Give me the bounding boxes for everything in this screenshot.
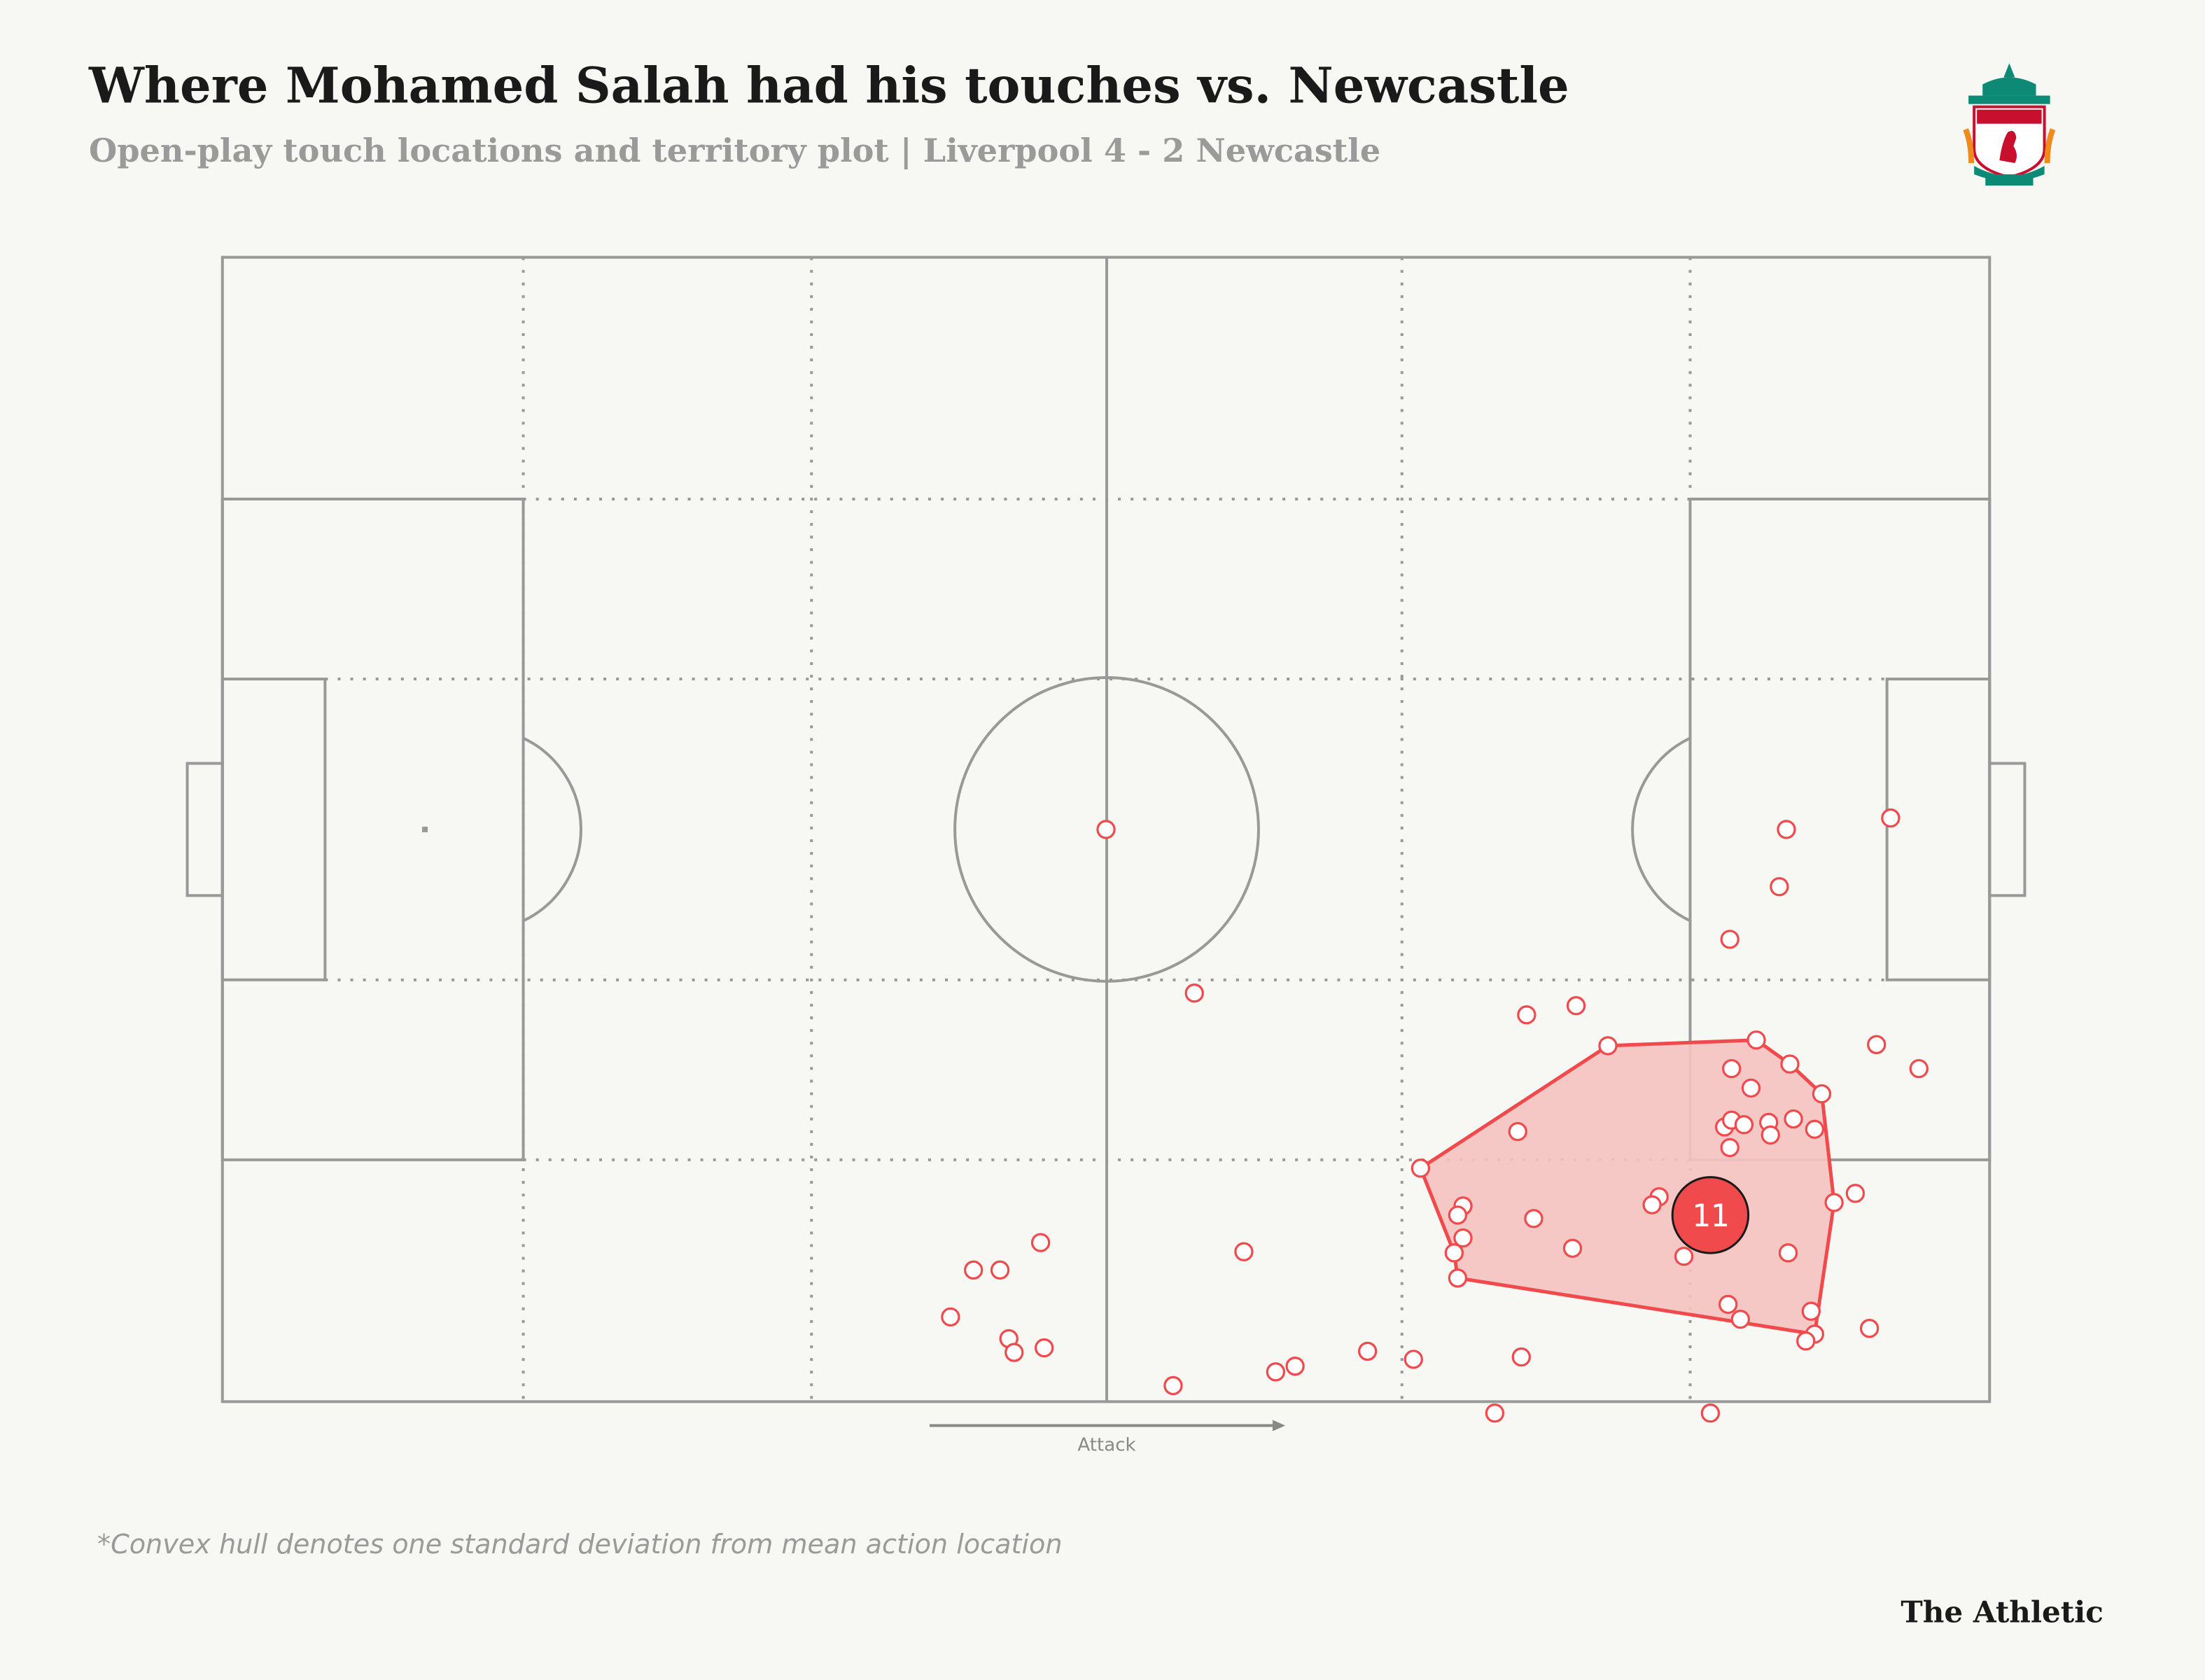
- left-six-yard-box: [220, 678, 327, 981]
- touch-point: [1266, 1362, 1286, 1382]
- average-position-marker: [1671, 1176, 1750, 1254]
- touch-point: [1453, 1228, 1473, 1248]
- touch-point: [1184, 983, 1204, 1003]
- touch-point: [1030, 1233, 1051, 1252]
- touch-point: [1734, 1115, 1754, 1135]
- footnote: *Convex hull denotes one standard deviat…: [97, 1529, 1063, 1560]
- touch-point: [1741, 1078, 1761, 1098]
- touch-point: [1909, 1058, 1928, 1079]
- touch-point: [1410, 1158, 1431, 1178]
- touch-point: [990, 1260, 1010, 1280]
- touch-point: [1448, 1205, 1468, 1225]
- touch-point: [1096, 820, 1116, 839]
- centre-circle: [953, 676, 1260, 983]
- touch-point: [1780, 1054, 1800, 1074]
- touch-point: [1720, 1138, 1740, 1158]
- convex-hull: [1418, 1038, 1836, 1336]
- touch-point: [1448, 1268, 1468, 1288]
- touch-point: [1859, 1319, 1879, 1338]
- touch-point: [1746, 1030, 1766, 1050]
- touch-point: [1598, 1036, 1618, 1056]
- touch-point: [1035, 1338, 1054, 1358]
- touch-point: [1720, 930, 1740, 949]
- touch-point: [1730, 1309, 1750, 1329]
- touch-point: [1722, 1058, 1742, 1079]
- touch-point: [1824, 1193, 1844, 1212]
- touch-point: [964, 1260, 983, 1280]
- arrow-right-icon: [1273, 1420, 1286, 1432]
- right-six-yard-box: [1885, 678, 1991, 981]
- touch-point: [1784, 1109, 1803, 1129]
- touch-point: [1511, 1347, 1531, 1367]
- left-penalty-arc: [522, 736, 582, 923]
- touch-point: [1163, 1376, 1183, 1396]
- touch-point: [1524, 1209, 1544, 1228]
- touch-point: [1805, 1119, 1825, 1139]
- touch-point: [941, 1307, 960, 1327]
- touch-point: [1867, 1035, 1886, 1054]
- right-penalty-arc: [1631, 736, 1691, 923]
- touch-point: [1700, 1404, 1721, 1423]
- average-position-label: 11: [1692, 1198, 1729, 1234]
- touch-point: [1357, 1341, 1378, 1362]
- touch-point: [1517, 1005, 1536, 1025]
- chart-marks: 11: [941, 808, 1928, 1423]
- touch-point: [1562, 1238, 1583, 1258]
- touch-point: [1718, 1294, 1738, 1315]
- touch-point: [1285, 1357, 1305, 1376]
- the-athletic-logo: The Athletic: [1900, 1595, 2104, 1630]
- left-goal: [186, 762, 224, 897]
- attack-direction: Attack: [929, 1420, 1286, 1456]
- left-penalty-box: [220, 497, 525, 1161]
- touch-point: [1801, 1301, 1821, 1321]
- touch-point: [1404, 1350, 1423, 1369]
- touch-point: [1760, 1125, 1780, 1145]
- left-penalty-spot: [421, 826, 428, 832]
- touch-point: [1881, 808, 1900, 828]
- liverpool-crest-logo: [1963, 63, 2056, 186]
- touch-point: [1508, 1121, 1527, 1142]
- touch-point: [1674, 1247, 1694, 1266]
- touch-point: [1444, 1243, 1464, 1263]
- touch-point: [1777, 820, 1796, 839]
- touch-point: [1845, 1184, 1865, 1203]
- touch-point: [1778, 1243, 1798, 1263]
- touch-point: [1004, 1343, 1024, 1362]
- touch-point: [1770, 877, 1789, 897]
- touch-point: [1642, 1195, 1662, 1214]
- touch-point: [1485, 1404, 1505, 1423]
- touch-point: [1796, 1331, 1816, 1351]
- right-goal: [1988, 762, 2026, 897]
- chart-title: Where Mohamed Salah had his touches vs. …: [88, 57, 1569, 115]
- attack-label: Attack: [1077, 1435, 1136, 1456]
- touch-point: [1812, 1084, 1832, 1104]
- touch-point: [1234, 1242, 1254, 1261]
- chart-subtitle: Open-play touch locations and territory …: [89, 132, 1380, 169]
- touch-point: [1566, 996, 1586, 1016]
